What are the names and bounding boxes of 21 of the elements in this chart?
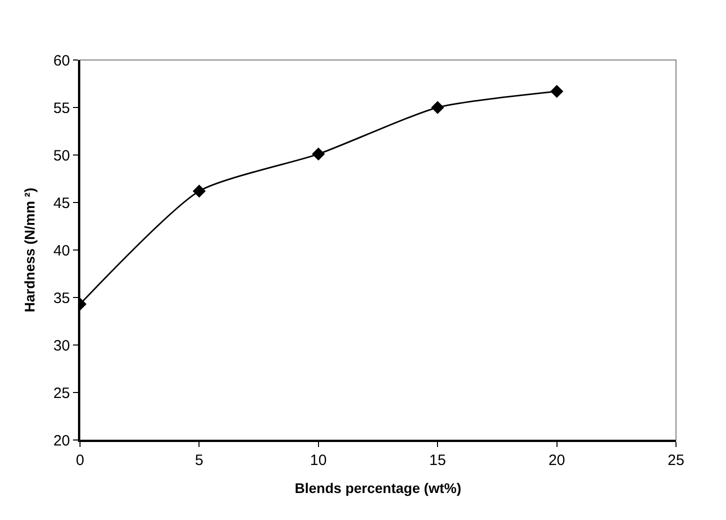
x-tick-label: 5 [195, 452, 204, 469]
point [192, 184, 206, 198]
x-tick-label: 10 [310, 452, 327, 469]
x-tick-label: 25 [668, 452, 684, 469]
y-axis-title: Hardness (N/mm ²) [21, 188, 38, 312]
point [312, 148, 325, 161]
x-tick-label: 20 [548, 452, 566, 469]
y-tick-label: 35 [53, 290, 70, 307]
x-axis-title: Blends percentage (wt%) [294, 480, 462, 496]
point [431, 101, 444, 114]
y-tick-label: 25 [53, 384, 70, 402]
point [550, 84, 564, 98]
y-tick-label: 45 [53, 194, 70, 212]
x-tick-label: 15 [429, 452, 446, 469]
y-tick-label: 60 [53, 52, 70, 70]
y-tick-label: 30 [53, 337, 70, 354]
y-tick-label: 50 [53, 147, 70, 164]
x-tick-label: 0 [76, 452, 84, 469]
y-tick-label: 20 [53, 432, 70, 450]
y-tick-label: 40 [53, 242, 70, 260]
y-tick-label: 55 [53, 100, 70, 117]
